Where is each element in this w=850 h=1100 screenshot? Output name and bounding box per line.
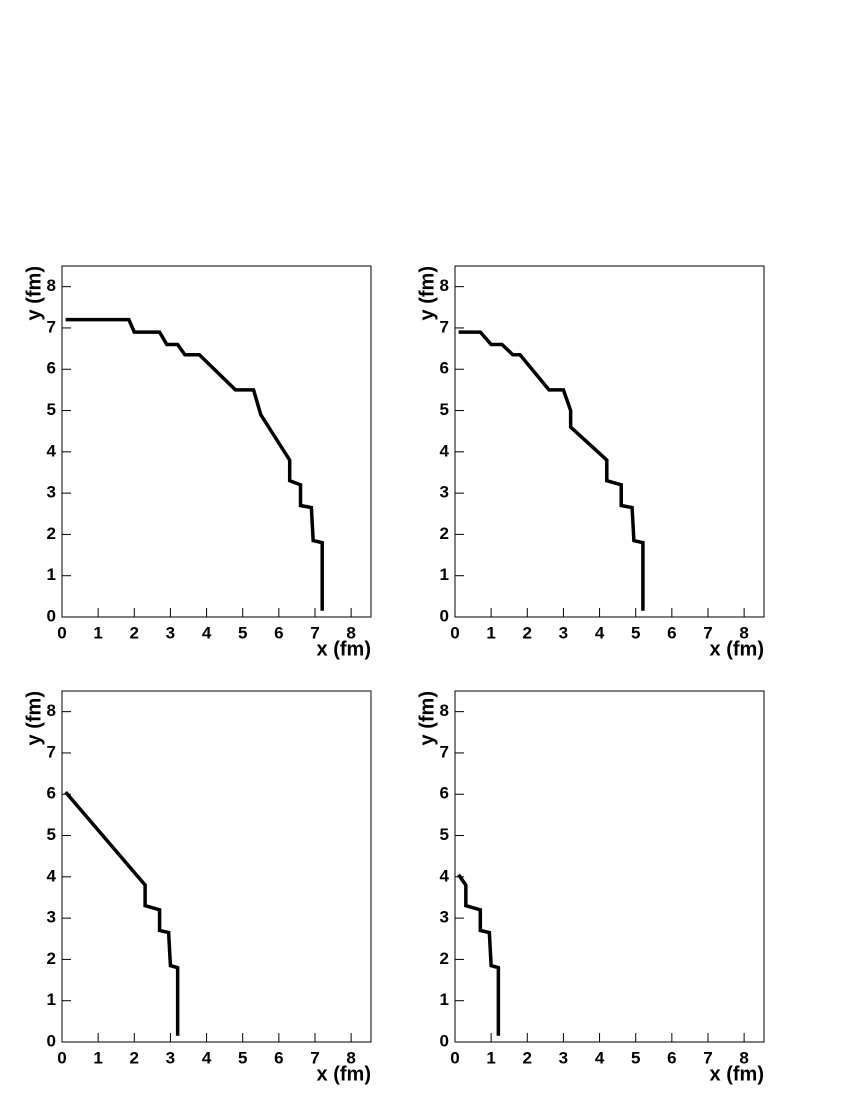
x-axis-label: x (fm) [710, 638, 764, 660]
x-tick-label: 0 [450, 1048, 459, 1067]
x-tick-label: 8 [739, 623, 748, 642]
x-tick-label: 6 [667, 1048, 676, 1067]
x-tick-label: 3 [559, 623, 568, 642]
y-tick-label: 4 [47, 866, 57, 885]
plot-frame [454, 265, 765, 618]
y-axis-label: y (fm) [23, 691, 45, 745]
x-tick-label: 6 [274, 1048, 283, 1067]
x-tick-label: 6 [274, 623, 283, 642]
x-axis-label: x (fm) [317, 1063, 371, 1085]
x-tick-label: 3 [166, 1048, 175, 1067]
x-axis-label: x (fm) [317, 638, 371, 660]
x-tick-label: 1 [486, 1048, 495, 1067]
x-tick-label: 5 [238, 623, 247, 642]
y-tick-label: 2 [440, 524, 449, 543]
x-tick-label: 5 [631, 1048, 640, 1067]
y-tick-label: 7 [47, 317, 56, 336]
y-axis-label: y (fm) [23, 266, 45, 320]
y-tick-label: 3 [440, 483, 449, 502]
y-tick-label: 6 [47, 784, 56, 803]
x-tick-label: 3 [559, 1048, 568, 1067]
y-tick-label: 5 [440, 825, 449, 844]
x-tick-label: 8 [739, 1048, 748, 1067]
x-tick-label: 7 [310, 1048, 319, 1067]
y-tick-label: 2 [47, 949, 56, 968]
y-tick-label: 2 [47, 524, 56, 543]
y-tick-label: 8 [47, 276, 56, 295]
x-tick-label: 7 [310, 623, 319, 642]
plot-frame [61, 265, 372, 618]
y-tick-label: 4 [47, 441, 57, 460]
y-tick-label: 3 [47, 908, 56, 927]
y-tick-label: 1 [440, 990, 449, 1009]
y-tick-label: 0 [47, 1031, 56, 1050]
y-tick-label: 0 [440, 606, 449, 625]
y-tick-label: 8 [440, 276, 449, 295]
x-tick-label: 6 [667, 623, 676, 642]
x-tick-label: 0 [57, 623, 66, 642]
x-tick-label: 4 [202, 1048, 212, 1067]
x-tick-label: 5 [631, 623, 640, 642]
x-axis-label: x (fm) [710, 1063, 764, 1085]
y-tick-label: 5 [440, 400, 449, 419]
x-tick-label: 2 [130, 623, 139, 642]
y-tick-label: 1 [440, 565, 449, 584]
x-tick-label: 3 [166, 623, 175, 642]
y-tick-label: 0 [440, 1031, 449, 1050]
contour-line [64, 791, 180, 1036]
y-tick-label: 3 [440, 908, 449, 927]
x-tick-label: 4 [595, 1048, 605, 1067]
x-tick-label: 2 [523, 623, 532, 642]
contour-line [65, 317, 324, 611]
x-tick-label: 2 [523, 1048, 532, 1067]
x-tick-label: 8 [346, 623, 355, 642]
y-tick-label: 4 [440, 866, 450, 885]
x-tick-label: 1 [486, 623, 495, 642]
y-tick-label: 3 [47, 483, 56, 502]
y-tick-label: 1 [47, 565, 56, 584]
x-tick-label: 0 [57, 1048, 66, 1067]
x-tick-label: 4 [202, 623, 212, 642]
y-tick-label: 5 [47, 825, 56, 844]
y-axis-label: y (fm) [416, 691, 438, 745]
y-tick-label: 6 [440, 784, 449, 803]
plot-frame [454, 690, 765, 1043]
contour-line [457, 873, 501, 1036]
x-tick-label: 1 [93, 623, 102, 642]
y-tick-label: 2 [440, 949, 449, 968]
y-tick-label: 6 [47, 359, 56, 378]
x-tick-label: 0 [450, 623, 459, 642]
y-tick-label: 7 [440, 317, 449, 336]
x-tick-label: 7 [703, 1048, 712, 1067]
y-tick-label: 0 [47, 606, 56, 625]
x-tick-label: 8 [346, 1048, 355, 1067]
y-tick-label: 5 [47, 400, 56, 419]
y-tick-label: 7 [440, 742, 449, 761]
plot-frame [61, 690, 372, 1043]
y-tick-label: 8 [440, 701, 449, 720]
x-tick-label: 2 [130, 1048, 139, 1067]
y-axis-label: y (fm) [416, 266, 438, 320]
y-tick-label: 4 [440, 441, 450, 460]
y-tick-label: 7 [47, 742, 56, 761]
x-tick-label: 5 [238, 1048, 247, 1067]
x-tick-label: 4 [595, 623, 605, 642]
y-tick-label: 6 [440, 359, 449, 378]
x-tick-label: 1 [93, 1048, 102, 1067]
y-tick-label: 1 [47, 990, 56, 1009]
x-tick-label: 7 [703, 623, 712, 642]
y-tick-label: 8 [47, 701, 56, 720]
contour-line [458, 330, 645, 611]
